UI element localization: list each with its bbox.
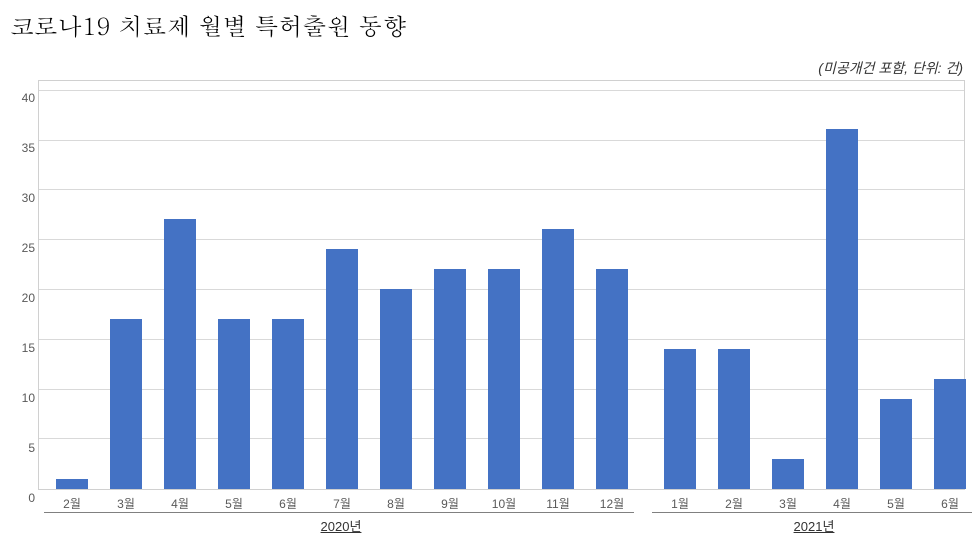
x-tick-label: 4월 — [153, 495, 207, 512]
x-tick-label: 10월 — [477, 495, 531, 512]
bar — [718, 349, 750, 489]
x-tick-label: 6월 — [261, 495, 315, 512]
bar — [488, 269, 520, 489]
x-tick-label: 1월 — [653, 495, 707, 512]
bar-group: 11월 — [531, 81, 585, 489]
bar — [880, 399, 912, 489]
bar — [542, 229, 574, 489]
x-tick-label: 3월 — [99, 495, 153, 512]
bar-group: 12월 — [585, 81, 639, 489]
x-tick-label: 12월 — [585, 495, 639, 512]
bar — [772, 459, 804, 489]
bar-group: 2월 — [45, 81, 99, 489]
year-range-label: 2020년 — [321, 516, 362, 535]
bar-group: 5월 — [207, 81, 261, 489]
bar — [434, 269, 466, 489]
x-tick-label: 2월 — [45, 495, 99, 512]
bar-group: 9월 — [423, 81, 477, 489]
plot-area: 05101520253035402월3월4월5월6월7월8월9월10월11월12… — [38, 80, 965, 490]
bar-group: 5월 — [869, 81, 923, 489]
x-tick-label: 9월 — [423, 495, 477, 512]
bar — [326, 249, 358, 489]
bar-group: 1월 — [653, 81, 707, 489]
bar-group: 8월 — [369, 81, 423, 489]
bar-group: 3월 — [99, 81, 153, 489]
bar-group: 10월 — [477, 81, 531, 489]
year-range-label: 2021년 — [794, 516, 835, 535]
bar-group: 7월 — [315, 81, 369, 489]
bar-group: 6월 — [261, 81, 315, 489]
x-tick-label: 3월 — [761, 495, 815, 512]
x-tick-label: 5월 — [869, 495, 923, 512]
bar — [664, 349, 696, 489]
chart-title: 코로나19 치료제 월별 특허출원 동향 — [0, 0, 975, 42]
bar — [826, 129, 858, 489]
year-range-line — [652, 512, 972, 513]
bar — [110, 319, 142, 489]
bars-row: 2월3월4월5월6월7월8월9월10월11월12월1월2월3월4월5월6월 — [39, 81, 964, 489]
bar — [56, 479, 88, 489]
x-tick-label: 7월 — [315, 495, 369, 512]
x-tick-label: 2월 — [707, 495, 761, 512]
x-tick-label: 8월 — [369, 495, 423, 512]
x-tick-label: 5월 — [207, 495, 261, 512]
bar — [218, 319, 250, 489]
chart-subtitle: (미공개건 포함, 단위: 건) — [0, 42, 975, 80]
bar-group: 4월 — [815, 81, 869, 489]
bar — [596, 269, 628, 489]
bar-group: 6월 — [923, 81, 975, 489]
bar — [272, 319, 304, 489]
bar-group: 3월 — [761, 81, 815, 489]
x-tick-label: 11월 — [531, 495, 585, 512]
bar-group: 2월 — [707, 81, 761, 489]
x-tick-label: 6월 — [923, 495, 975, 512]
x-tick-label: 4월 — [815, 495, 869, 512]
bar — [164, 219, 196, 489]
year-range-line — [44, 512, 634, 513]
bar — [380, 289, 412, 489]
chart-container: 05101520253035402월3월4월5월6월7월8월9월10월11월12… — [10, 80, 965, 490]
bar-group: 4월 — [153, 81, 207, 489]
bar — [934, 379, 966, 489]
